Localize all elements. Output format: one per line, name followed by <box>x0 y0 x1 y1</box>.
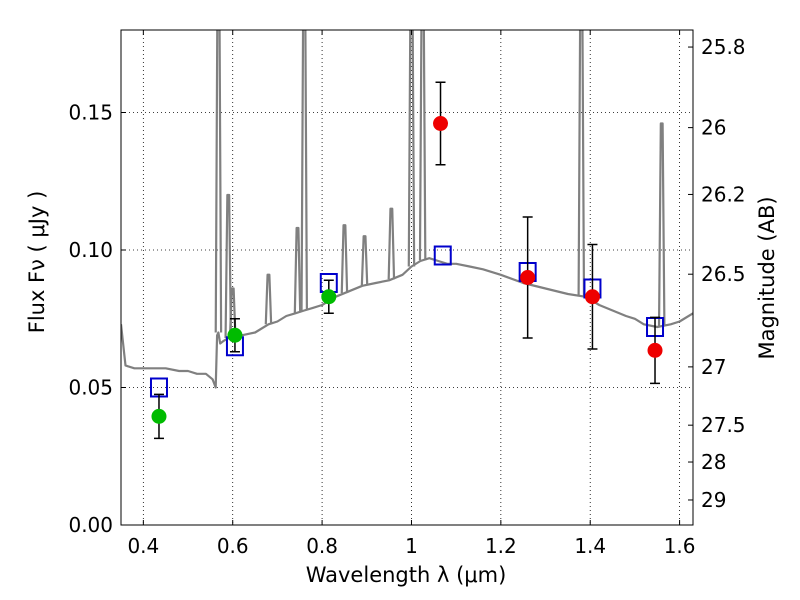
y2-tick-label: 26.5 <box>701 262 746 286</box>
y2-tick-label: 27 <box>701 355 726 379</box>
x-tick-label: 1 <box>405 534 418 558</box>
y2-tick-label: 26 <box>701 116 726 140</box>
x-tick-label: 0.6 <box>217 534 249 558</box>
emission-line <box>264 273 273 325</box>
data-point <box>647 342 663 358</box>
y2-tick-label: 27.5 <box>701 413 746 437</box>
data-point <box>433 116 449 131</box>
y-tick-label: 0.00 <box>68 513 113 537</box>
y2-axis-title: Magnitude (AB) <box>755 196 779 359</box>
y2-tick-label: 25.8 <box>701 35 746 59</box>
emission-line <box>360 235 369 286</box>
emission-line <box>340 224 349 294</box>
data-point <box>520 270 536 285</box>
plot-layer <box>121 30 693 440</box>
y2-tick-label: 28 <box>701 450 726 474</box>
x-axis-title: Wavelength λ (μm) <box>306 563 507 587</box>
emission-line <box>300 30 308 311</box>
emission-line <box>407 30 416 267</box>
emission-line <box>387 207 396 280</box>
axis-ticks: 0.4 0.6 0.8 1 1.2 1.4 1.6 0.00 0.05 0.10 0.15 25.8 2… <box>68 30 746 558</box>
emission-line <box>577 30 586 297</box>
y-tick-label: 0.15 <box>68 101 113 125</box>
x-tick-label: 0.4 <box>127 534 159 558</box>
data-point <box>584 289 600 305</box>
data-point <box>227 327 243 343</box>
x-tick-label: 1.4 <box>574 534 606 558</box>
y-axis-title: Flux Fν ( μJy ) <box>25 191 49 334</box>
plot-area <box>121 30 693 525</box>
emission-line <box>228 287 237 336</box>
emission-line <box>224 193 233 339</box>
plot-frame <box>120 29 694 526</box>
x-tick-label: 1.2 <box>485 534 517 558</box>
data-point <box>151 408 167 424</box>
y-tick-label: 0.05 <box>68 376 113 400</box>
model-square-marker <box>433 245 452 266</box>
y-tick-label: 0.10 <box>68 238 113 262</box>
x-tick-label: 1.6 <box>664 534 696 558</box>
data-point <box>321 289 337 305</box>
y2-tick-label: 26.2 <box>701 182 746 206</box>
emission-line <box>214 30 223 333</box>
y2-tick-label: 29 <box>701 488 726 512</box>
emission-line <box>657 122 666 327</box>
emission-line <box>293 226 302 313</box>
emission-line <box>418 30 427 261</box>
x-tick-label: 0.8 <box>306 534 338 558</box>
